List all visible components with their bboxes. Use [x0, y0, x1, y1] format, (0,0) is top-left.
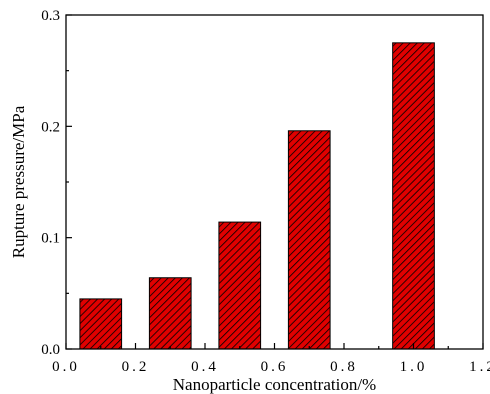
y-tick-label-3: 0.3: [41, 8, 60, 24]
x-tick-label-6: 1.2: [469, 359, 490, 375]
bars-group: [79, 42, 435, 350]
x-tick-label-5: 1.0: [400, 359, 428, 375]
x-tick-label-0: 0.0: [52, 359, 80, 375]
x-tick-label-2: 0.4: [191, 359, 219, 375]
x-axis-ticks: 0.0 0.2 0.4 0.6 0.8 1.0 1.2: [52, 343, 490, 375]
x-tick-label-3: 0.6: [261, 359, 289, 375]
bar-4: [392, 42, 435, 350]
y-tick-label-1: 0.1: [41, 231, 60, 247]
y-tick-label-0: 0.0: [41, 342, 60, 358]
bar-0: [79, 298, 123, 350]
y-axis-ticks: 0.0 0.1 0.2 0.3: [41, 8, 72, 358]
x-tick-label-4: 0.8: [330, 359, 358, 375]
y-tick-label-2: 0.2: [41, 119, 60, 135]
x-tick-label-1: 0.2: [122, 359, 150, 375]
x-axis-title: Nanoparticle concentration/%: [173, 375, 376, 394]
y-axis-title: Rupture pressure/MPa: [9, 105, 28, 258]
bar-3: [287, 130, 331, 350]
bar-1: [148, 277, 192, 350]
bar-2: [218, 221, 262, 350]
